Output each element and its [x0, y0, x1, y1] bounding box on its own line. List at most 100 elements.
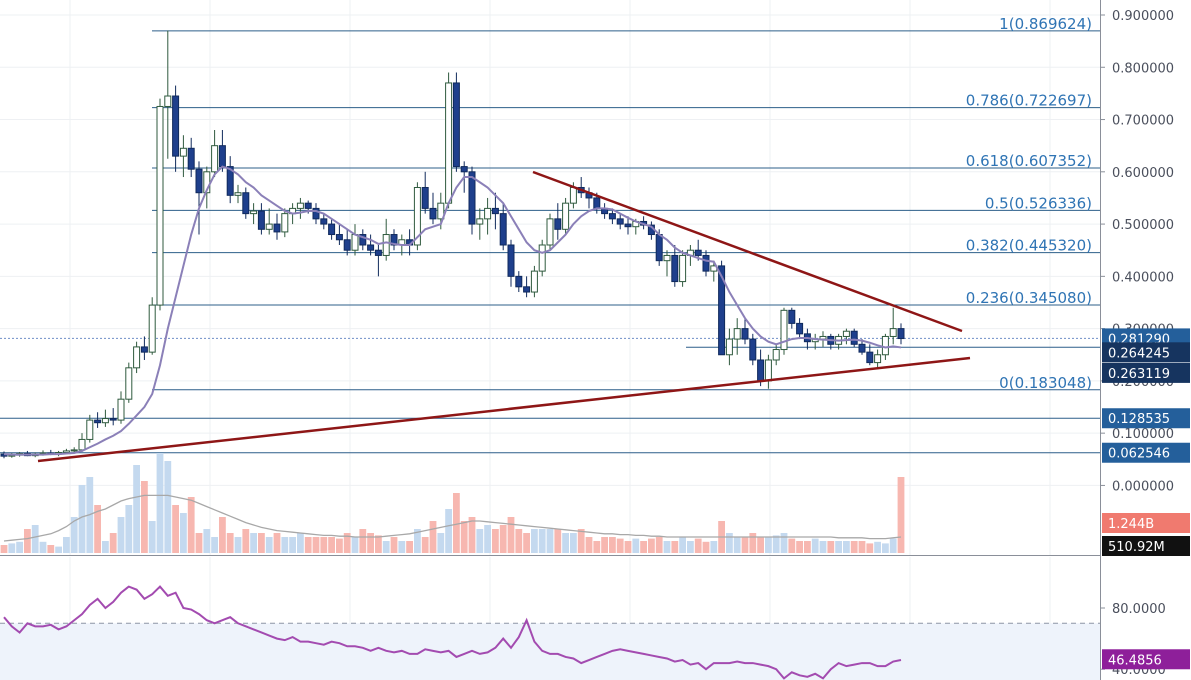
axis-tick-label: 0.800000	[1112, 61, 1174, 76]
volume-bar	[897, 477, 905, 553]
volume-bar	[94, 505, 101, 553]
candle-down	[608, 213, 616, 220]
volume-bar	[195, 533, 203, 553]
volume-bar	[258, 533, 265, 553]
candle-up	[78, 438, 86, 451]
axis-tick-label: 0.700000	[1112, 114, 1174, 129]
volume-bar	[445, 509, 452, 553]
volume-bar	[250, 533, 257, 553]
support-trendline[interactable]	[37, 356, 971, 463]
volume-bar	[655, 537, 663, 553]
volume-bar	[421, 537, 429, 553]
fib-label-0.382: 0.382(0.445320)	[966, 237, 1092, 255]
volume-bar	[733, 537, 741, 553]
candle-up	[484, 207, 492, 220]
candle-up	[881, 335, 889, 356]
volume-bar	[0, 545, 8, 553]
volume-bar	[601, 537, 608, 553]
trendlines[interactable]	[37, 170, 971, 463]
volume-bar	[609, 537, 616, 553]
candle-up	[125, 367, 133, 400]
candle-up	[842, 330, 850, 337]
rsi-line	[3, 585, 902, 680]
candle-up	[70, 449, 78, 452]
candle-up	[725, 338, 733, 356]
candle-down	[374, 249, 382, 256]
candle-down	[702, 254, 710, 272]
candle-down	[694, 249, 702, 256]
candle-down	[421, 186, 429, 209]
candle-down	[320, 218, 328, 225]
candle-up	[764, 359, 772, 382]
candle-up	[538, 244, 546, 272]
volume-bar	[811, 538, 819, 553]
candle-down	[94, 419, 102, 424]
volume-bar	[226, 533, 234, 553]
candle-down	[741, 328, 749, 340]
volume-bar	[531, 529, 538, 553]
candle-down	[850, 330, 858, 345]
candle-up	[62, 450, 70, 453]
candle-down	[335, 234, 343, 241]
volume-bar	[78, 485, 86, 553]
fib-label-0: 0(0.183048)	[999, 374, 1092, 392]
volume-bar	[398, 541, 406, 553]
volume-bar	[63, 537, 70, 553]
volume-ma-badge: 510.92M	[1108, 540, 1165, 555]
candle-down	[195, 168, 203, 194]
candle-down	[515, 275, 523, 288]
volume-bar	[273, 533, 281, 553]
candle-down	[140, 346, 148, 353]
volume-bar	[570, 533, 577, 553]
price-badge: 0.264245	[1108, 346, 1170, 361]
candle-up	[772, 349, 780, 361]
candle-up	[234, 192, 242, 196]
volume-bar	[117, 517, 125, 553]
price-badge-bg	[1102, 362, 1190, 383]
candle-up	[148, 304, 156, 353]
volume-bar	[679, 537, 686, 553]
candle-down	[452, 82, 460, 168]
volume-bar	[804, 541, 811, 553]
volume-bar	[242, 529, 250, 553]
rsi-pane	[0, 585, 1100, 680]
candle-up	[382, 234, 390, 256]
moving-average-line	[3, 165, 902, 456]
volume-bar	[671, 541, 679, 553]
volume-bar	[765, 537, 772, 553]
candle-down	[460, 166, 468, 173]
volume-bar	[523, 533, 530, 553]
candle-down	[523, 286, 531, 293]
volume-bar	[359, 529, 367, 553]
candle-down	[304, 202, 312, 209]
resistance-trendline[interactable]	[532, 170, 963, 333]
volume-bar	[687, 541, 694, 553]
volume-bar	[406, 541, 413, 553]
fib-label-0.786: 0.786(0.722697)	[966, 92, 1092, 110]
candle-down	[866, 351, 874, 364]
volume-badge-bg	[1102, 513, 1190, 533]
volume-ma-badge-bg	[1102, 536, 1190, 556]
volume-bar	[616, 538, 624, 553]
volume-bar	[882, 543, 889, 553]
candle-down	[796, 322, 804, 335]
volume-bar	[702, 541, 710, 553]
volume-bar	[593, 541, 601, 553]
candle-down	[109, 418, 117, 421]
volume-bar	[133, 465, 140, 553]
candle-up	[117, 398, 125, 421]
candle-down	[624, 223, 632, 228]
candle-down	[257, 210, 265, 230]
candle-up	[546, 218, 554, 246]
volume-bar	[453, 493, 460, 553]
volume-bar	[546, 529, 554, 553]
volume-bar	[102, 541, 109, 553]
volume-bar	[889, 538, 897, 553]
candle-up	[211, 145, 219, 173]
volume-bar	[141, 481, 148, 553]
candle-down	[390, 234, 398, 246]
rsi-band	[0, 623, 1100, 680]
volume-bar	[382, 541, 390, 553]
